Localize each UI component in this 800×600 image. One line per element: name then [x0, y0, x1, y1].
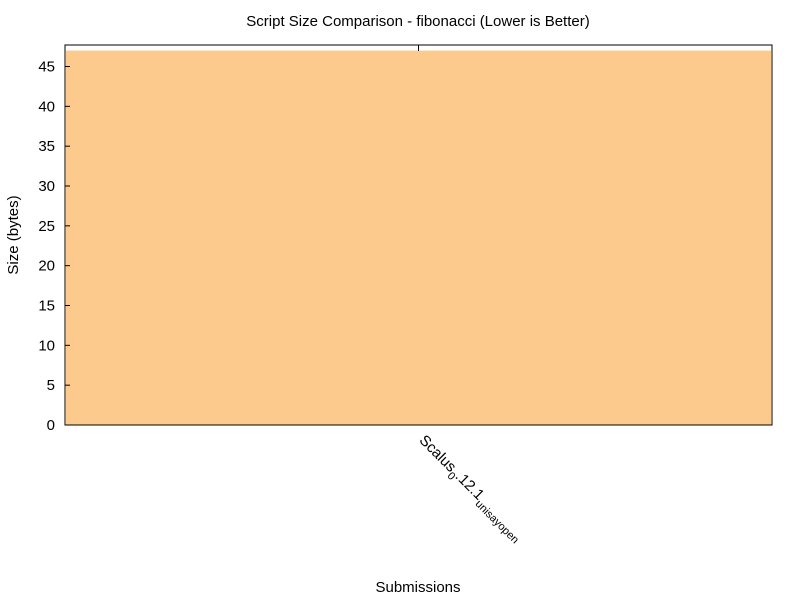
y-tick-label: 25	[38, 218, 55, 235]
y-axis-label: Size (bytes)	[5, 195, 22, 274]
y-tick-label: 0	[47, 417, 55, 434]
y-tick-label: 5	[47, 377, 55, 394]
x-axis-label: Submissions	[375, 579, 460, 596]
y-tick-label: 35	[38, 138, 55, 155]
x-tick-label: Scalus0.12.1unisayopen	[413, 432, 527, 546]
y-tick-label: 10	[38, 337, 55, 354]
bar-0	[66, 50, 771, 426]
y-tick-label: 20	[38, 258, 55, 275]
y-tick-label: 40	[38, 98, 55, 115]
y-tick-label: 30	[38, 178, 55, 195]
plot-area	[66, 50, 771, 426]
chart-title: Script Size Comparison - fibonacci (Lowe…	[246, 13, 589, 30]
y-tick-label: 45	[38, 59, 55, 76]
y-axis: 0 5 10 15 20 25 30 35 40 45	[38, 59, 70, 434]
y-tick-label: 15	[38, 298, 55, 315]
